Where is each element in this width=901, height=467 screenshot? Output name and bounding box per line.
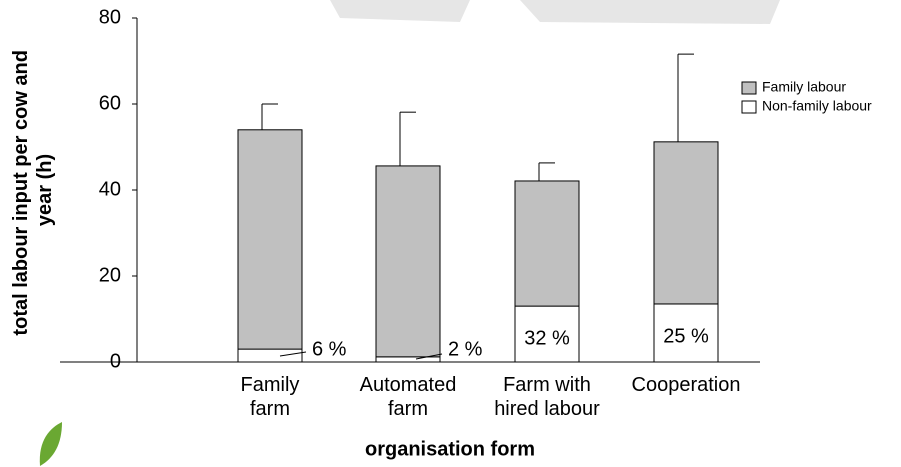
legend-swatch [741, 100, 757, 114]
bar-segment [653, 303, 719, 363]
y-tick-label: 0 [110, 350, 121, 372]
y-tick-label: 40 [99, 178, 121, 200]
bar-segment [375, 356, 441, 363]
x-tick-label: Family farm [241, 374, 300, 420]
bar-segment [237, 348, 303, 363]
background-photo [330, 0, 780, 24]
annotation: 25 % [663, 325, 709, 347]
annotation-arrow [279, 351, 307, 357]
error-bar [399, 111, 416, 166]
legend-swatch [741, 81, 757, 95]
y-axis-label: total labour input per cow and year (h) [10, 44, 56, 335]
x-tick-label: Cooperation [632, 374, 741, 396]
y-tick-label: 20 [99, 264, 121, 286]
annotation: 32 % [524, 327, 570, 349]
y-axis-label-line: total labour input per cow and [10, 50, 32, 336]
x-tick-label-line: hired labour [494, 398, 600, 420]
bar-segment [237, 129, 303, 350]
y-tick-label: 80 [99, 6, 121, 28]
y-axis-label-line: year (h) [34, 154, 56, 226]
legend-label: Family labour [762, 79, 846, 95]
annotation: 6 % [312, 338, 347, 360]
x-tick-label: Farm with hired labour [494, 374, 600, 420]
x-tick-label-line: Automated [360, 374, 457, 396]
x-tick-label-line: Cooperation [632, 374, 741, 396]
x-tick-label: Automated farm [360, 374, 457, 420]
error-bar [677, 53, 694, 142]
x-tick-label-line: Family [241, 374, 300, 396]
legend-label: Non-family labour [762, 98, 872, 114]
y-tick-label: 60 [99, 92, 121, 114]
x-tick-label-line: farm [388, 398, 428, 420]
bar-segment [514, 180, 580, 307]
bar-segment [375, 165, 441, 358]
bar-segment [514, 305, 580, 363]
x-tick-label-line: Farm with [503, 374, 591, 396]
error-bar [538, 162, 555, 181]
x-axis-label: organisation form [365, 438, 535, 460]
annotation-arrow [415, 353, 443, 360]
leaf-logo [39, 422, 62, 466]
error-bar [261, 103, 278, 130]
annotation: 2 % [448, 338, 483, 360]
bar-segment [653, 141, 719, 305]
x-tick-label-line: farm [250, 398, 290, 420]
